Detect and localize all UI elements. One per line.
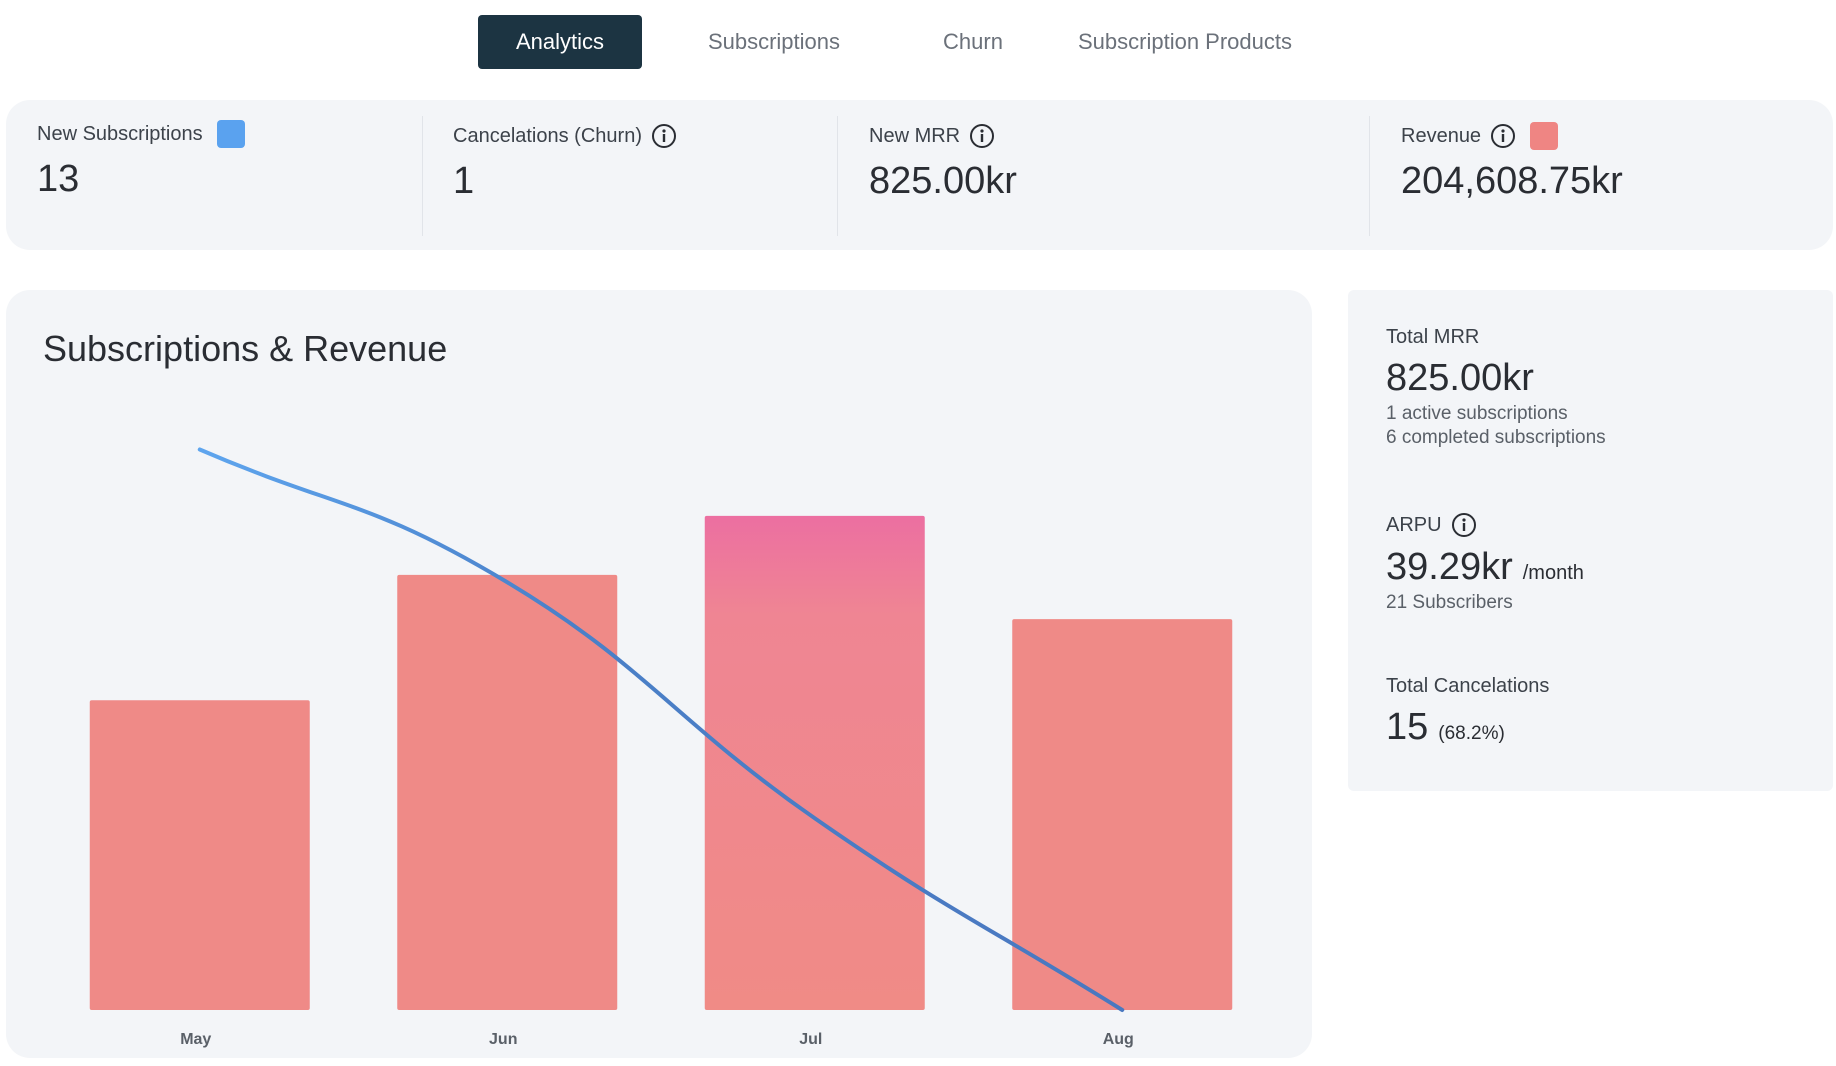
divider <box>1369 116 1370 236</box>
total-cancelations-value: 15 <box>1386 706 1429 748</box>
revenue-bar-jul[interactable] <box>704 515 925 1010</box>
stat-new-mrr: New MRR 825.00kr <box>869 120 1017 238</box>
stat-new-subscriptions: New Subscriptions 13 <box>37 118 245 236</box>
new-mrr-value: 825.00kr <box>869 160 1017 202</box>
cancelations-value: 1 <box>453 160 475 202</box>
new-subscriptions-legend-swatch[interactable] <box>216 120 245 148</box>
info-circle-icon[interactable] <box>1451 512 1477 538</box>
stat-cancelations: Cancelations (Churn) 1 <box>453 120 677 238</box>
revenue-bar-may[interactable] <box>89 700 310 1010</box>
new-subscriptions-value: 13 <box>37 158 80 200</box>
revenue-bar-jun[interactable] <box>397 574 618 1010</box>
new-subscriptions-label: New Subscriptions <box>37 122 203 145</box>
tab-analytics[interactable]: Analytics <box>478 15 642 69</box>
tab-churn[interactable]: Churn <box>943 29 1003 54</box>
x-tick-label: Jul <box>799 1031 822 1048</box>
revenue-bar-aug[interactable] <box>1012 619 1233 1010</box>
total-mrr-value: 825.00kr <box>1386 357 1534 399</box>
summary-side-card: Total MRR 825.00kr 1 active subscription… <box>1348 290 1833 791</box>
info-circle-icon[interactable] <box>969 123 995 149</box>
info-circle-icon[interactable] <box>1490 123 1516 149</box>
divider <box>422 116 423 236</box>
revenue-label: Revenue <box>1401 124 1482 147</box>
arpu-label: ARPU <box>1386 513 1442 536</box>
new-mrr-label: New MRR <box>869 124 961 147</box>
revenue-value: 204,608.75kr <box>1401 160 1623 202</box>
chart-card: Subscriptions & Revenue May Jun Jul Aug <box>6 290 1312 1058</box>
total-mrr-block: Total MRR 825.00kr 1 active subscription… <box>1386 326 1606 450</box>
x-tick-label: May <box>180 1031 211 1048</box>
total-cancelations-percent: (68.2%) <box>1438 723 1505 744</box>
active-subscriptions-text: 1 active subscriptions <box>1386 403 1568 424</box>
cancelations-label: Cancelations (Churn) <box>453 124 642 147</box>
x-tick-label: Aug <box>1103 1031 1134 1048</box>
new-subscriptions-line[interactable] <box>197 447 1125 1012</box>
stat-label: New Subscriptions <box>37 118 245 150</box>
revenue-legend-swatch[interactable] <box>1530 122 1559 150</box>
total-cancelations-block: Total Cancelations 15 (68.2%) <box>1386 675 1549 749</box>
total-cancelations-label: Total Cancelations <box>1386 675 1550 697</box>
tab-subscription-products[interactable]: Subscription Products <box>1078 29 1292 54</box>
subscribers-count-text: 21 Subscribers <box>1386 592 1513 613</box>
arpu-value: 39.29kr <box>1386 546 1513 588</box>
subscriptions-revenue-chart: May Jun Jul Aug <box>89 447 1233 1048</box>
completed-subscriptions-text: 6 completed subscriptions <box>1386 427 1606 448</box>
stats-summary-card: New Subscriptions 13 Cancelations (Churn… <box>6 100 1833 250</box>
stat-revenue: Revenue 204,608.75kr <box>1401 120 1623 238</box>
chart-title: Subscriptions & Revenue <box>43 328 448 369</box>
info-circle-icon[interactable] <box>651 123 677 149</box>
x-tick-label: Jun <box>489 1031 517 1048</box>
tab-subscriptions[interactable]: Subscriptions <box>707 29 841 54</box>
arpu-unit: /month <box>1522 562 1584 584</box>
arpu-block: ARPU 39.29kr /month 21 Subscribers <box>1386 512 1584 615</box>
total-mrr-label: Total MRR <box>1386 326 1480 348</box>
tab-bar: Analytics Subscriptions Churn Subscripti… <box>478 15 1330 69</box>
divider <box>837 116 838 236</box>
